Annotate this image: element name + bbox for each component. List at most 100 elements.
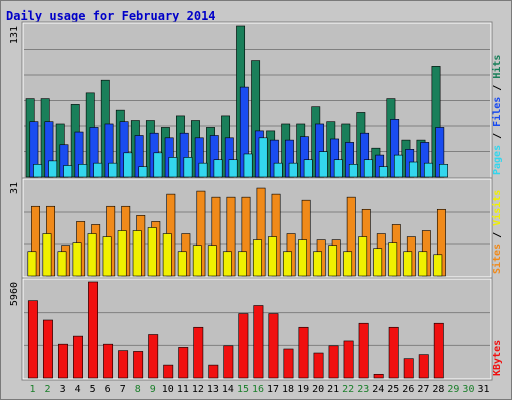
bar-visits-day-22: [343, 251, 353, 277]
y-max-label: 5960: [9, 282, 20, 306]
bar-visits-day-17: [268, 236, 277, 277]
bar-pages-day-2: [48, 160, 58, 178]
bar-kbytes-day-12: [193, 326, 204, 379]
y-max-label: 31: [9, 182, 20, 194]
x-tick-label: 29: [447, 384, 459, 395]
panel-kbytes: 5960 KBytes: [9, 277, 503, 381]
bar-pages-day-4: [78, 164, 88, 178]
legend-entry: /: [492, 127, 503, 145]
x-tick-label: 1: [30, 384, 36, 395]
bar-kbytes-day-10: [163, 364, 174, 379]
x-tick-label: 20: [312, 384, 324, 395]
bar-visits-day-5: [87, 233, 97, 277]
bar-pages-day-18: [288, 162, 298, 178]
bar-pages-day-25: [393, 154, 403, 178]
x-tick-label: 26: [402, 384, 414, 395]
bar-visits-day-11: [177, 251, 187, 277]
bar-pages-day-19: [303, 159, 313, 178]
bar-visits-day-15: [237, 251, 247, 277]
x-tick-label: 7: [120, 384, 126, 395]
x-tick-label: 5: [90, 384, 96, 395]
bar-pages-day-7: [123, 152, 133, 178]
bar-pages-day-1: [33, 164, 43, 178]
bar-kbytes-day-15: [238, 313, 249, 379]
x-tick-label: 28: [432, 384, 444, 395]
bar-pages-day-16: [258, 137, 268, 178]
x-tick-label: 6: [105, 384, 111, 395]
bar-visits-day-10: [162, 233, 172, 277]
bar-pages-day-8: [138, 166, 148, 178]
legend-entry: KBytes: [492, 340, 503, 376]
bar-kbytes-day-2: [42, 319, 53, 379]
bar-visits-day-12: [192, 245, 202, 277]
x-axis: 1 2 3 4 5 6 7 8 9 10 11 12 13 14 15 16 17 18 19 20 21 22 23 24 2…: [30, 384, 490, 395]
bar-kbytes-day-19: [298, 326, 309, 379]
bar-kbytes-day-23: [358, 322, 369, 379]
bar-pages-day-24: [378, 166, 388, 178]
x-tick-label: 16: [252, 384, 264, 395]
y-max-label: 131: [9, 26, 20, 44]
bar-pages-day-27: [424, 162, 433, 178]
bar-pages-day-21: [333, 159, 343, 178]
bar-pages-day-12: [198, 162, 208, 178]
panel-hits-files-pages: 131 Pages / Files / Hits: [9, 21, 503, 180]
bar-visits-day-4: [72, 242, 82, 277]
bar-visits-day-8: [132, 230, 142, 277]
bar-kbytes-day-14: [223, 345, 234, 379]
bar-visits-day-25: [388, 242, 398, 277]
legend-entry: Files: [491, 97, 503, 127]
bar-visits-day-7: [117, 230, 127, 277]
x-tick-label: 3: [60, 384, 66, 395]
bar-visits-day-6: [102, 236, 112, 277]
bar-visits-day-19: [298, 239, 307, 277]
x-tick-label: 31: [477, 384, 489, 395]
x-tick-label: 24: [372, 384, 384, 395]
bar-visits-day-1: [27, 251, 37, 277]
legend: Pages / Files / Hits: [491, 55, 503, 175]
x-tick-label: 13: [207, 384, 219, 395]
bar-pages-day-11: [183, 157, 193, 178]
bar-kbytes-day-4: [73, 335, 83, 379]
legend-entry: Sites: [491, 244, 503, 274]
bar-visits-day-20: [313, 251, 322, 277]
x-tick-label: 17: [267, 384, 279, 395]
bar-pages-day-28: [439, 164, 448, 178]
bar-kbytes-day-7: [118, 350, 129, 379]
bar-kbytes-day-9: [148, 334, 159, 379]
bar-pages-day-3: [63, 165, 73, 178]
bar-visits-day-23: [358, 236, 368, 277]
bar-visits-day-26: [403, 251, 413, 277]
bar-kbytes-day-6: [103, 343, 114, 379]
bar-kbytes-day-18: [283, 348, 294, 379]
bar-kbytes-day-5: [88, 281, 99, 379]
bar-kbytes-day-22: [343, 340, 354, 379]
x-tick-label: 8: [135, 384, 141, 395]
bar-kbytes-day-11: [178, 347, 189, 379]
legend-entry: /: [492, 226, 503, 244]
legend-entry: Pages: [492, 145, 503, 175]
chart-panels: 131 Pages / Files / Hits 31 Sites / Visits 5…: [9, 21, 503, 381]
legend-entry: Visits: [491, 190, 503, 226]
bar-visits-day-14: [222, 251, 232, 277]
bar-visits-day-16: [252, 239, 262, 277]
x-tick-label: 22: [342, 384, 354, 395]
bar-pages-day-13: [213, 159, 223, 178]
chart-title: Daily usage for February 2014: [6, 9, 216, 23]
bar-pages-day-17: [273, 162, 283, 178]
bar-visits-day-27: [418, 251, 428, 277]
bar-kbytes-day-3: [58, 343, 68, 379]
bar-kbytes-day-13: [208, 364, 219, 379]
bar-pages-day-20: [318, 151, 328, 178]
legend-entry: Hits: [491, 55, 503, 79]
bar-visits-day-3: [57, 251, 67, 277]
x-tick-label: 4: [75, 384, 81, 395]
bar-pages-day-5: [93, 162, 103, 178]
bar-kbytes-day-27: [418, 354, 429, 379]
bar-pages-day-26: [409, 161, 418, 178]
bar-pages-day-6: [108, 162, 118, 178]
bar-visits-day-9: [147, 227, 157, 277]
bar-visits-day-18: [283, 251, 292, 277]
x-tick-label: 2: [45, 384, 51, 395]
bar-visits-day-2: [42, 233, 52, 277]
